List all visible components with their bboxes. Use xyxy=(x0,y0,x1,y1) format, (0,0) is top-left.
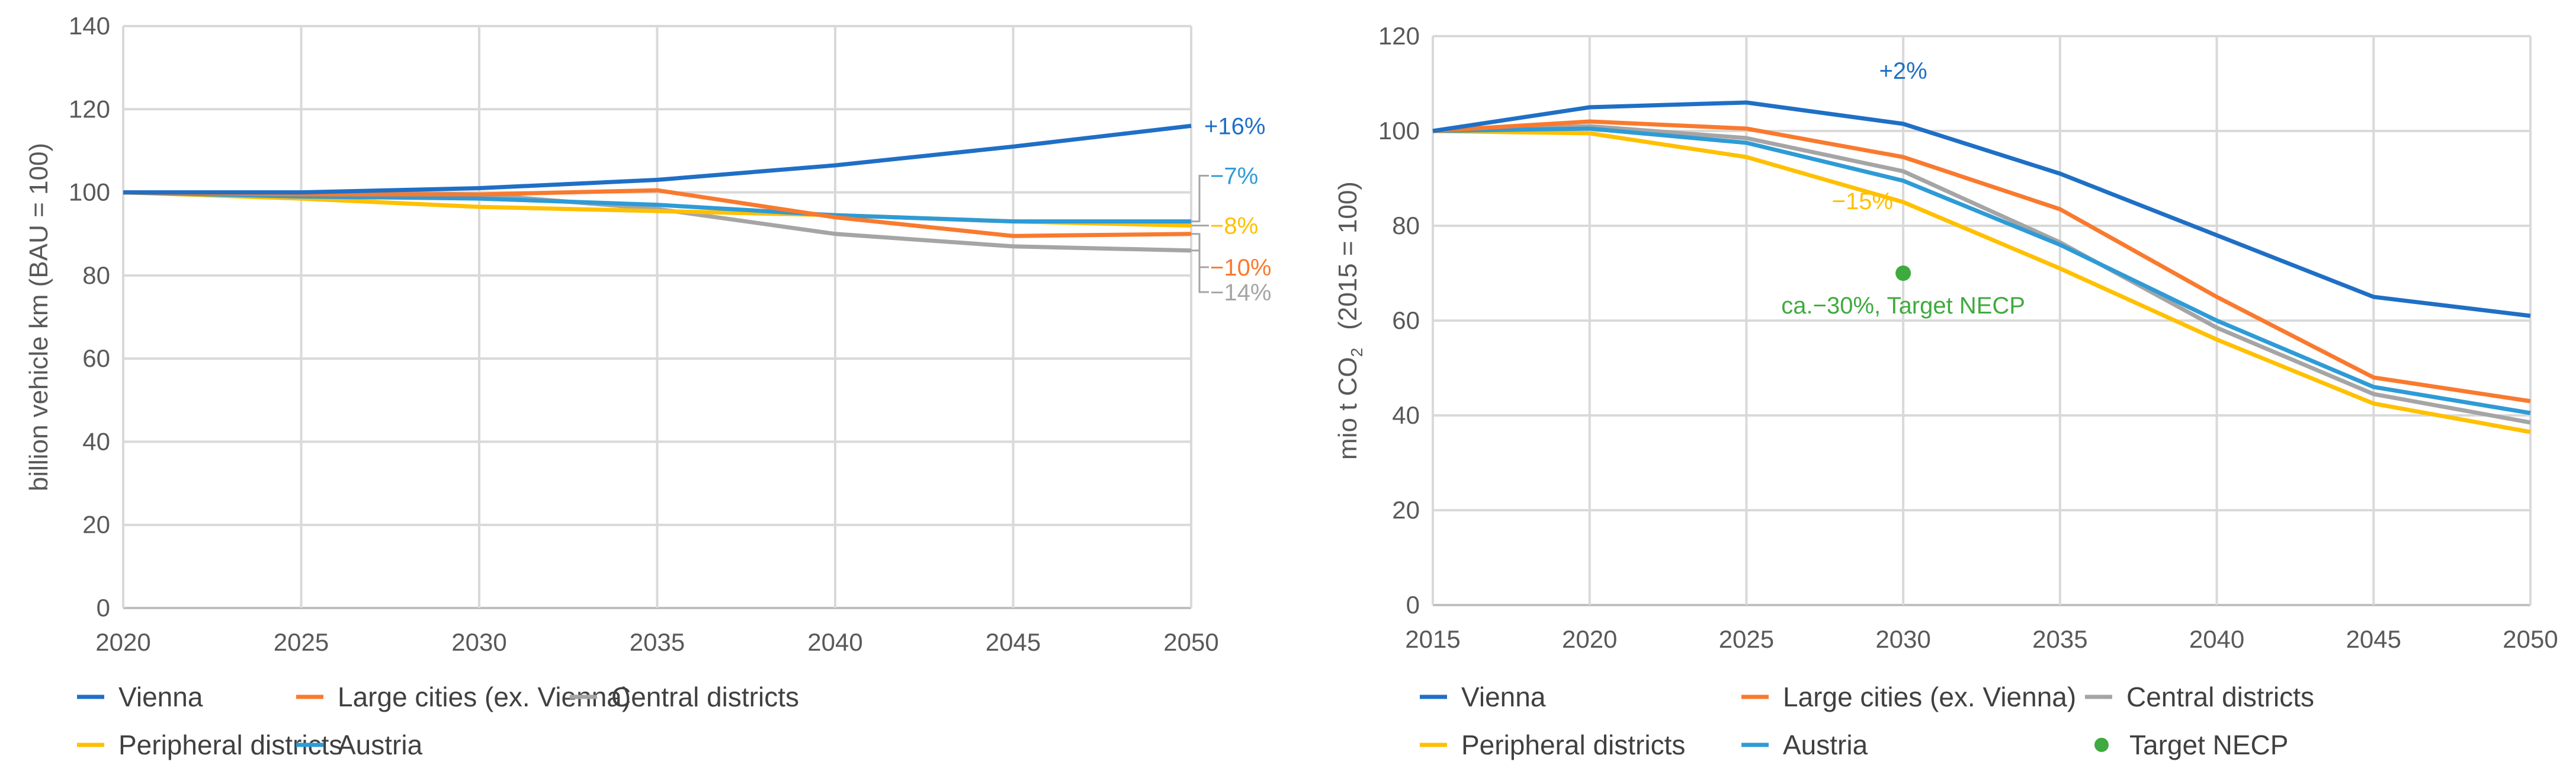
series-line-vienna xyxy=(1432,100,2531,318)
y-axis-label-text: mio t CO xyxy=(1333,357,1362,460)
series-line-central-districts xyxy=(1432,124,2531,425)
annotation-label: −15% xyxy=(1832,188,1893,215)
y-tick-label: 80 xyxy=(82,261,110,289)
y-tick-label: 100 xyxy=(69,178,110,206)
x-tick-label: 2030 xyxy=(1875,625,1930,653)
y-axis-label-text: billion vehicle km (BAU = 100) xyxy=(24,143,53,491)
y-tick-label: 0 xyxy=(1406,591,1420,619)
target-necp-point xyxy=(1895,265,1911,281)
series-line-large-cities-ex-vienna- xyxy=(1432,119,2531,404)
annotation-label: −7% xyxy=(1210,164,1258,190)
y-axis-label: billion vehicle km (BAU = 100) xyxy=(24,143,53,491)
y-tick-label: 60 xyxy=(82,344,110,372)
annotation-label: +16% xyxy=(1204,113,1265,139)
x-tick-label: 2045 xyxy=(2346,625,2401,653)
annotation-label: ca.−30%, Target NECP xyxy=(1781,293,2025,319)
legend-label: Vienna xyxy=(118,681,203,712)
x-tick-label: 2020 xyxy=(1562,625,1617,653)
x-tick-label: 2015 xyxy=(1405,625,1460,653)
y-tick-label: 140 xyxy=(69,12,110,40)
y-tick-label: 0 xyxy=(97,594,110,622)
legend-label: Austria xyxy=(338,729,423,760)
series-line-peripheral-districts xyxy=(1432,129,2531,434)
series-line-large-cities-ex-vienna- xyxy=(123,188,1192,238)
legend-label: Central districts xyxy=(2126,681,2314,712)
legend-label: Austria xyxy=(1783,729,1868,760)
annotation-label: +2% xyxy=(1879,58,1927,84)
x-tick-label: 2040 xyxy=(2189,625,2244,653)
x-tick-label: 2050 xyxy=(2503,625,2558,653)
x-tick-label: 2045 xyxy=(986,628,1041,656)
series-line-austria xyxy=(1432,126,2531,415)
y-axis-label-suffix: (2015 = 100) xyxy=(1333,181,1362,330)
legend-label: Peripheral districts xyxy=(1461,729,1685,760)
x-tick-label: 2020 xyxy=(95,628,150,656)
legend-label: Vienna xyxy=(1461,681,1546,712)
legend-label: Central districts xyxy=(611,681,799,712)
legend-swatch xyxy=(2094,738,2109,752)
x-tick-label: 2025 xyxy=(274,628,329,656)
x-tick-label: 2030 xyxy=(451,628,506,656)
x-tick-label: 2040 xyxy=(807,628,862,656)
series-line-vienna xyxy=(123,123,1192,195)
y-tick-label: 20 xyxy=(82,511,110,539)
y-axis-label-subscript: 2 xyxy=(1348,348,1366,357)
x-tick-label: 2035 xyxy=(630,628,685,656)
y-tick-label: 100 xyxy=(1378,117,1420,145)
y-tick-label: 80 xyxy=(1392,212,1420,239)
y-tick-label: 40 xyxy=(82,427,110,455)
series-line-austria xyxy=(123,190,1191,224)
annotation-label: −10% xyxy=(1210,255,1271,281)
annotation-label: −8% xyxy=(1210,213,1258,239)
y-axis-label: mio t CO2 (2015 = 100) xyxy=(1333,181,1366,460)
x-tick-label: 2050 xyxy=(1163,628,1218,656)
legend-label: Target NECP xyxy=(2129,729,2288,760)
y-tick-label: 60 xyxy=(1392,306,1420,334)
y-tick-label: 40 xyxy=(1392,401,1420,429)
x-tick-label: 2035 xyxy=(2032,625,2087,653)
y-tick-label: 120 xyxy=(69,95,110,123)
y-tick-label: 20 xyxy=(1392,496,1420,524)
annotation-label: −14% xyxy=(1210,280,1271,306)
x-tick-label: 2025 xyxy=(1719,625,1774,653)
y-tick-label: 120 xyxy=(1378,22,1420,50)
annotation-leader-line xyxy=(1191,175,1209,223)
legend-label: Large cities (ex. Vienna) xyxy=(1783,681,2076,712)
annotation-leader-line xyxy=(1191,249,1209,293)
